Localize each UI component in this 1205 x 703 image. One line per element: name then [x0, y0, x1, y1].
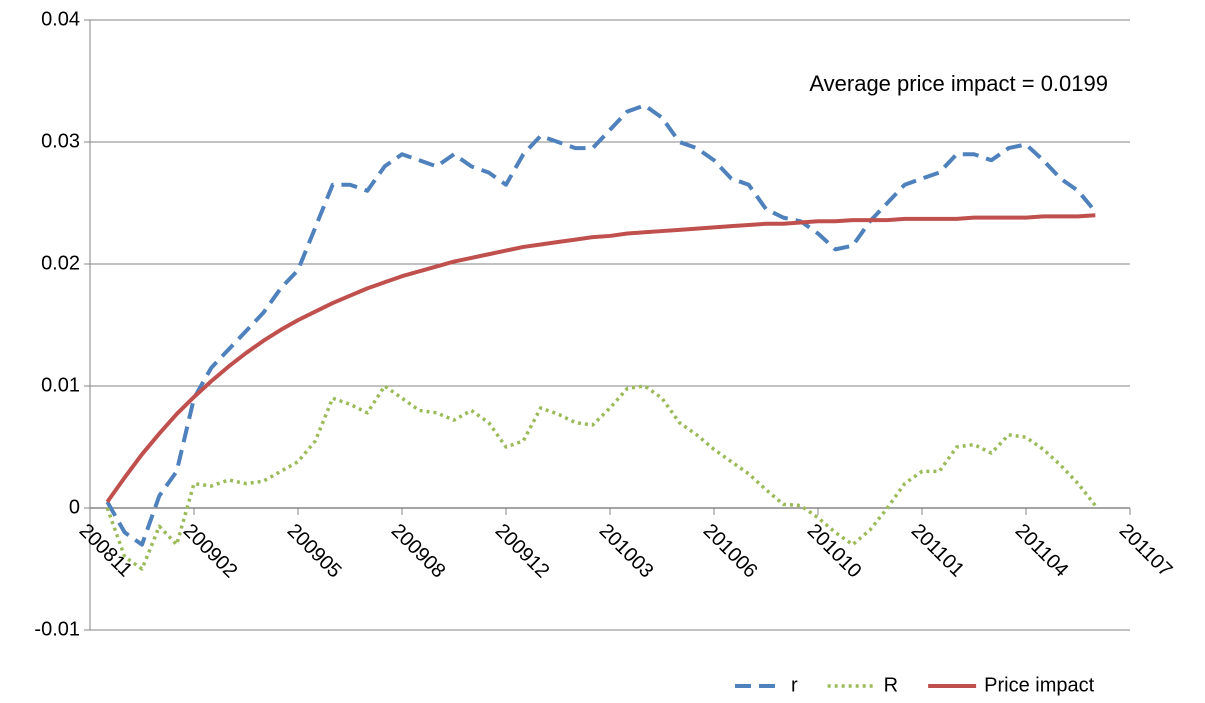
x-tick-label: 201104 — [1011, 520, 1073, 582]
y-tick-label: 0.03 — [41, 130, 80, 152]
x-tick-label: 200811 — [75, 520, 137, 582]
annotation: Average price impact = 0.0199 — [809, 71, 1108, 96]
legend: r R Price impact — [735, 674, 1095, 696]
y-tick-label: 0 — [69, 496, 80, 518]
series-line — [105, 213, 1096, 504]
x-tick-label: 200905 — [283, 520, 346, 583]
y-tick-label: -0.01 — [34, 618, 80, 640]
y-tick-label: 0.04 — [41, 8, 80, 30]
x-tick-label: 200908 — [387, 520, 450, 583]
series-line — [105, 384, 1097, 571]
legend-label: R — [884, 674, 898, 696]
x-tick-label: 201101 — [907, 520, 969, 582]
y-tick-label: 0.01 — [41, 374, 80, 396]
x-tick-label: 201003 — [595, 520, 658, 583]
x-tick-label: 200912 — [491, 520, 554, 583]
y-tick-label: 0.02 — [41, 252, 80, 274]
legend-label: Price impact — [984, 674, 1094, 696]
series-line — [105, 103, 1097, 547]
x-tick-label: 201107 — [1115, 520, 1177, 582]
x-tick-label: 200902 — [179, 520, 242, 583]
x-tick-label: 201006 — [699, 520, 762, 583]
legend-label: r — [791, 674, 798, 696]
